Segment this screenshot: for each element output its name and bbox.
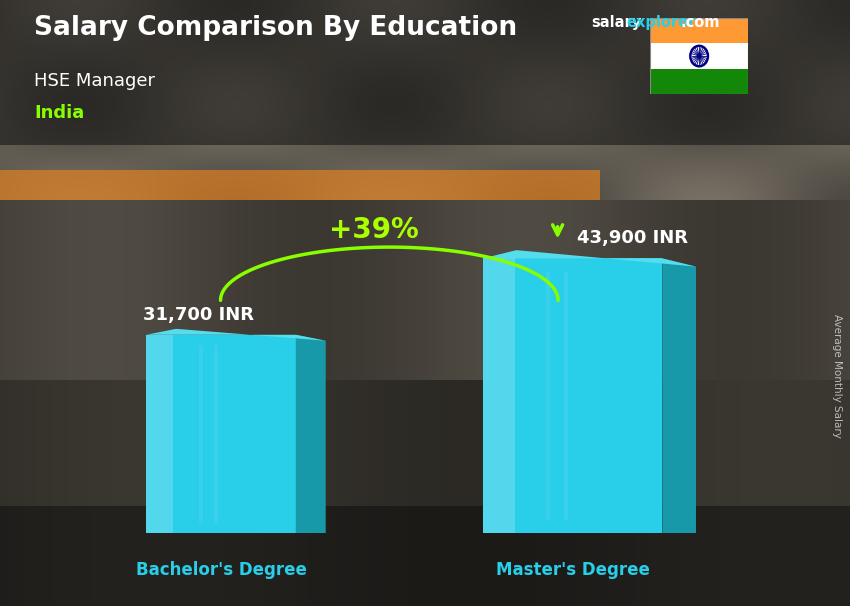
Polygon shape <box>296 335 326 533</box>
Bar <box>650 68 748 94</box>
Polygon shape <box>199 345 203 524</box>
Text: Master's Degree: Master's Degree <box>496 561 649 579</box>
Text: explorer: explorer <box>626 15 696 30</box>
Polygon shape <box>483 258 662 533</box>
Polygon shape <box>213 345 218 524</box>
Text: HSE Manager: HSE Manager <box>34 72 155 90</box>
Bar <box>650 44 748 68</box>
Text: .com: .com <box>680 15 719 30</box>
Bar <box>650 18 748 44</box>
Bar <box>0 170 600 200</box>
Text: Salary Comparison By Education: Salary Comparison By Education <box>34 15 517 41</box>
Text: India: India <box>34 104 84 122</box>
Text: salary: salary <box>591 15 641 30</box>
Text: Average Monthly Salary: Average Monthly Salary <box>832 314 842 438</box>
Bar <box>0 506 850 606</box>
Polygon shape <box>546 272 550 519</box>
Polygon shape <box>564 272 568 519</box>
Text: 31,700 INR: 31,700 INR <box>143 305 254 324</box>
Text: Bachelor's Degree: Bachelor's Degree <box>135 561 307 579</box>
Text: +39%: +39% <box>330 216 419 244</box>
Polygon shape <box>483 258 515 533</box>
Text: 43,900 INR: 43,900 INR <box>577 229 688 247</box>
Polygon shape <box>483 250 696 267</box>
Polygon shape <box>662 258 696 533</box>
Circle shape <box>698 55 700 58</box>
Polygon shape <box>146 329 326 341</box>
Polygon shape <box>146 335 173 533</box>
Polygon shape <box>146 335 296 533</box>
Bar <box>0 0 850 145</box>
